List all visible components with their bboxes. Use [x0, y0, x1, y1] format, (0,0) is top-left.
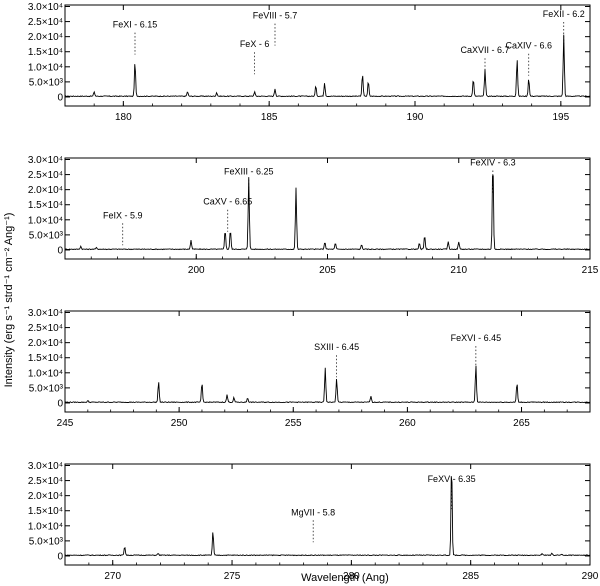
line-annotation: FeIX - 5.9: [103, 210, 143, 220]
y-tick-label: 0: [57, 398, 63, 409]
line-annotation: FeXIV - 6.3: [470, 158, 516, 168]
y-tick-label: 1.5×10⁴: [28, 47, 63, 58]
peak-point: [224, 229, 226, 231]
x-tick-label: 245: [57, 418, 74, 429]
y-tick-label: 2.5×10⁴: [28, 476, 63, 487]
y-tick-label: 1.0×10⁴: [28, 521, 63, 532]
x-tick-label: 190: [407, 112, 424, 123]
y-tick-label: 2.0×10⁴: [28, 32, 63, 43]
y-tick-label: 2.5×10⁴: [28, 170, 63, 181]
panel-2: 200 205 210 215 0 5.0×10³ 1.0×10⁴ 1.5×10⁴ 2.0×10…: [28, 155, 599, 276]
line-annotation: FeXVI - 6.45: [451, 333, 502, 343]
x-tick-label: 275: [224, 571, 241, 582]
panel-4: 270 275 280 285 290 0 5.0×10³ 1.0×10⁴ 1.5×10⁴ 2.0…: [28, 461, 599, 582]
panel-frame: [64, 310, 591, 413]
y-tick-label: 5.0×10³: [29, 230, 64, 241]
x-tick-label: 195: [552, 112, 569, 123]
x-tick-label: 200: [188, 265, 205, 276]
y-tick-label: 3.0×10⁴: [28, 2, 63, 13]
y-tick-label: 5.0×10³: [29, 536, 64, 547]
y-tick-label: 0: [57, 92, 63, 103]
peak-point: [229, 229, 231, 231]
x-tick-label: 215: [582, 265, 599, 276]
x-tick-label: 205: [319, 265, 336, 276]
spectrum-line: [64, 175, 591, 251]
y-axis-title: Intensity (erg s⁻¹ strd⁻¹ cm⁻² Ang⁻¹): [3, 213, 15, 388]
peak-point: [516, 382, 518, 384]
x-tick-label: 210: [450, 265, 467, 276]
y-tick-label: 1.5×10⁴: [28, 506, 63, 517]
spectrum-line: [64, 365, 591, 404]
y-tick-label: 5.0×10³: [29, 383, 64, 394]
line-annotation: CaXIV - 6.6: [505, 41, 552, 51]
y-tick-label: 1.0×10⁴: [28, 368, 63, 379]
x-tick-label: 290: [582, 571, 599, 582]
x-tick-label: 280: [343, 571, 360, 582]
x-tick-label: 270: [104, 571, 121, 582]
panel-frame: [64, 157, 591, 260]
line-annotation: FeXI - 6.15: [113, 20, 158, 30]
x-tick-label: 255: [285, 418, 302, 429]
panel-3: 245 250 255 260 265 0 5.0×10³ 1.0×10⁴ 1.5×10⁴ 2.0…: [28, 308, 591, 429]
x-tick-label: 260: [399, 418, 416, 429]
y-tick-label: 1.5×10⁴: [28, 200, 63, 211]
x-tick-label: 285: [462, 571, 479, 582]
line-annotation: SXIII - 6.45: [314, 342, 359, 352]
peak-point: [201, 382, 203, 384]
y-tick-label: 3.0×10⁴: [28, 308, 63, 319]
y-tick-label: 1.0×10⁴: [28, 62, 63, 73]
spectrum-panels: 180 185 190 195 0 5.0×10³ 1.0×10⁴ 1.5×10⁴ 2.0×10…: [28, 2, 599, 582]
peak-point: [134, 61, 136, 63]
peak-point: [472, 78, 474, 80]
y-tick-label: 2.0×10⁴: [28, 185, 63, 196]
line-annotation: FeXV - 6.35: [428, 474, 476, 484]
line-annotation: FeXIII - 6.25: [224, 167, 274, 177]
y-tick-label: 3.0×10⁴: [28, 461, 63, 472]
y-tick-label: 2.5×10⁴: [28, 323, 63, 334]
y-tick-label: 5.0×10³: [29, 77, 64, 88]
line-annotation: CaXV - 6.65: [203, 197, 252, 207]
line-annotation: FeX - 6: [240, 39, 270, 49]
y-tick-label: 2.0×10⁴: [28, 491, 63, 502]
peak-point: [528, 78, 530, 80]
x-tick-label: 265: [513, 418, 530, 429]
x-axis-title: Wavelength (Ang): [301, 572, 389, 584]
line-annotation: MgVII - 5.8: [291, 507, 335, 517]
y-tick-label: 1.5×10⁴: [28, 353, 63, 364]
x-tick-label: 180: [115, 112, 132, 123]
y-tick-label: 3.0×10⁴: [28, 155, 63, 166]
y-tick-label: 2.0×10⁴: [28, 338, 63, 349]
peak-point: [424, 235, 426, 237]
line-annotation: FeXII - 6.2: [543, 9, 585, 19]
x-tick-label: 185: [261, 112, 278, 123]
line-annotation: FeVIII - 5.7: [253, 11, 298, 21]
y-tick-label: 1.0×10⁴: [28, 215, 63, 226]
spectrum-line: [64, 476, 591, 557]
y-tick-label: 2.5×10⁴: [28, 17, 63, 28]
x-tick-label: 250: [171, 418, 188, 429]
peak-point: [516, 58, 518, 60]
panel-1: 180 185 190 195 0 5.0×10³ 1.0×10⁴ 1.5×10⁴ 2.0×10…: [28, 2, 591, 123]
peak-point: [362, 73, 364, 75]
y-tick-label: 0: [57, 551, 63, 562]
line-annotation: CaXVII - 6.7: [460, 45, 509, 55]
spectrum-line: [64, 34, 591, 98]
y-tick-label: 0: [57, 245, 63, 256]
